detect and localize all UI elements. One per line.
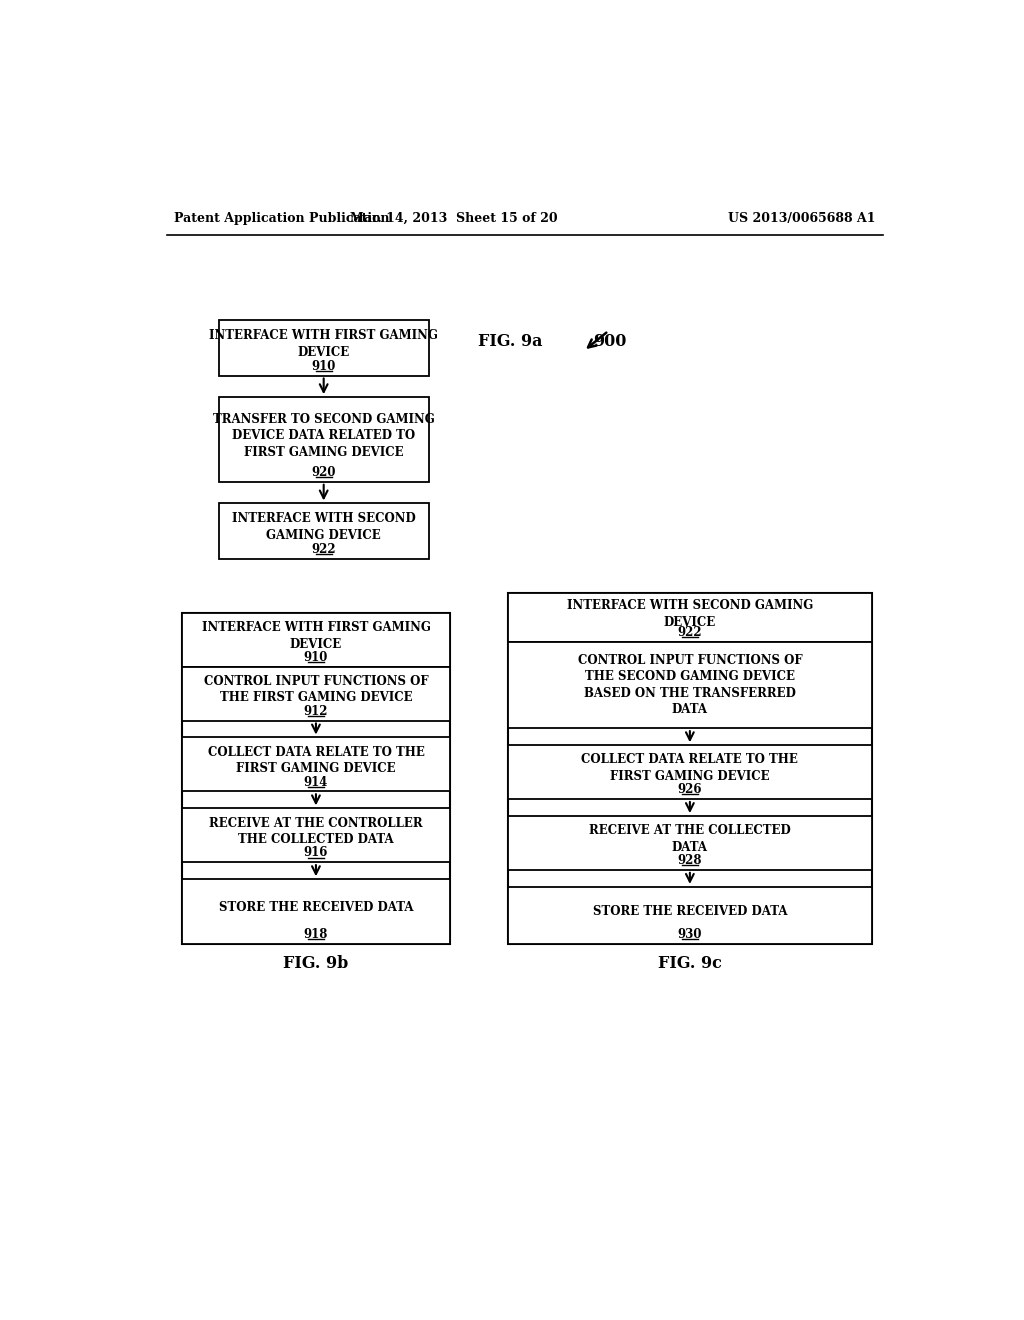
Bar [182,879,450,944]
Text: 922: 922 [678,626,702,639]
Text: RECEIVE AT THE CONTROLLER
THE COLLECTED DATA: RECEIVE AT THE CONTROLLER THE COLLECTED … [209,817,423,846]
Text: COLLECT DATA RELATE TO THE
FIRST GAMING DEVICE: COLLECT DATA RELATE TO THE FIRST GAMING … [208,746,424,775]
Text: FIG. 9a: FIG. 9a [478,333,543,350]
Text: FIG. 9b: FIG. 9b [284,954,348,972]
Text: 920: 920 [311,466,336,479]
Text: 910: 910 [304,651,328,664]
Bar [182,612,450,667]
Text: 922: 922 [311,543,336,556]
Bar [219,321,429,376]
Text: TRANSFER TO SECOND GAMING
DEVICE DATA RELATED TO
FIRST GAMING DEVICE: TRANSFER TO SECOND GAMING DEVICE DATA RE… [213,413,434,458]
Text: STORE THE RECEIVED DATA: STORE THE RECEIVED DATA [593,906,787,917]
Text: 926: 926 [678,783,702,796]
Bar [182,808,450,862]
Text: COLLECT DATA RELATE TO THE
FIRST GAMING DEVICE: COLLECT DATA RELATE TO THE FIRST GAMING … [582,754,799,783]
Text: STORE THE RECEIVED DATA: STORE THE RECEIVED DATA [219,902,414,915]
Text: 918: 918 [304,928,328,941]
Text: 900: 900 [593,333,627,350]
Text: FIG. 9c: FIG. 9c [658,954,722,972]
Text: 910: 910 [311,360,336,372]
Text: 928: 928 [678,854,702,867]
Bar [508,642,872,729]
Bar [508,744,872,799]
Text: 914: 914 [304,776,328,788]
Bar [508,594,872,944]
Text: INTERFACE WITH FIRST GAMING
DEVICE: INTERFACE WITH FIRST GAMING DEVICE [202,620,430,651]
Text: Mar. 14, 2013  Sheet 15 of 20: Mar. 14, 2013 Sheet 15 of 20 [349,213,557,224]
Bar [219,397,429,482]
Text: CONTROL INPUT FUNCTIONS OF
THE SECOND GAMING DEVICE
BASED ON THE TRANSFERRED
DAT: CONTROL INPUT FUNCTIONS OF THE SECOND GA… [578,653,802,717]
Bar [508,887,872,944]
Bar [182,738,450,792]
Text: CONTROL INPUT FUNCTIONS OF
THE FIRST GAMING DEVICE: CONTROL INPUT FUNCTIONS OF THE FIRST GAM… [204,675,428,705]
Text: 916: 916 [304,846,328,859]
Bar [182,667,450,721]
Text: INTERFACE WITH SECOND GAMING
DEVICE: INTERFACE WITH SECOND GAMING DEVICE [566,599,813,628]
Text: US 2013/0065688 A1: US 2013/0065688 A1 [728,213,876,224]
Text: 930: 930 [678,928,702,941]
Bar [508,816,872,870]
Text: Patent Application Publication: Patent Application Publication [174,213,390,224]
Text: INTERFACE WITH SECOND
GAMING DEVICE: INTERFACE WITH SECOND GAMING DEVICE [231,512,416,543]
Text: RECEIVE AT THE COLLECTED
DATA: RECEIVE AT THE COLLECTED DATA [589,824,791,854]
Bar [508,594,872,642]
Text: INTERFACE WITH FIRST GAMING
DEVICE: INTERFACE WITH FIRST GAMING DEVICE [209,329,438,359]
Bar [182,612,450,944]
Text: 912: 912 [304,705,328,718]
Bar [219,503,429,558]
